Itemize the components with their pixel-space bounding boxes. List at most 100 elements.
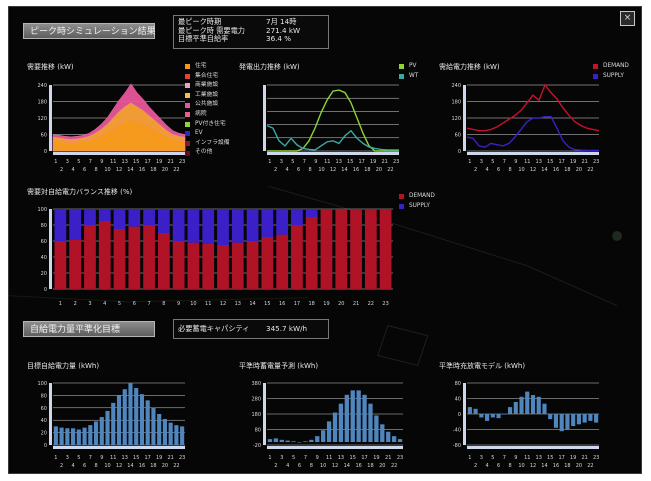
bar-supply — [54, 209, 67, 241]
x-tick-label: 9 — [316, 455, 319, 461]
y-tick-label: 40 — [41, 255, 47, 261]
peak-info-row: 最ピーク時 需要電力 271.4 kW — [178, 26, 324, 36]
y-tick-label: 0 — [458, 412, 461, 418]
bar-demand — [320, 209, 333, 289]
x-tick-label: 10 — [104, 167, 110, 173]
y-tick-label: 380 — [251, 381, 261, 387]
bar-demand — [379, 209, 392, 289]
y-tick-label: 0 — [458, 149, 461, 155]
x-tick-label: 8 — [508, 463, 511, 469]
target-chart-title: 目標自給電力量 (kWh) — [27, 362, 100, 370]
capacity-info-value: 345.7 kW/h — [266, 324, 308, 333]
bar-demand — [217, 245, 229, 289]
bar-demand — [54, 241, 67, 289]
bar — [291, 441, 296, 443]
legend-item: 工業施設 — [185, 91, 230, 101]
bar — [267, 439, 273, 443]
bar-demand — [231, 242, 244, 289]
bar — [485, 414, 490, 421]
bar — [321, 430, 326, 443]
bar-supply — [157, 209, 170, 233]
x-tick-label: 1 — [54, 159, 57, 165]
x-tick-label: 4 — [485, 167, 488, 173]
x-tick-label: 3 — [480, 159, 483, 165]
x-tick-label: 19 — [323, 301, 329, 307]
bar-supply — [231, 209, 244, 243]
x-tick-label: 21 — [581, 455, 587, 461]
x-tick-label: 16 — [355, 463, 361, 469]
x-tick-label: 9 — [100, 159, 103, 165]
x-tick-label: 8 — [508, 167, 511, 173]
simulation-window: ピーク時シミュレーション結果 最ピーク時期 7月 14時 最ピーク時 需要電力 27… — [8, 6, 642, 474]
x-tick-label: 6 — [133, 301, 136, 307]
bar-supply — [217, 209, 229, 245]
legend-item: インフラ設備 — [185, 139, 230, 149]
x-tick-label: 2 — [274, 167, 277, 173]
legend-label: SUPPLY — [603, 72, 624, 79]
close-button[interactable]: × — [620, 11, 635, 26]
x-tick-label: 20 — [162, 167, 168, 173]
peak-info-row: 目標平準自給率 36.4 % — [178, 35, 324, 44]
bar-supply — [246, 209, 259, 241]
y-tick-label: 180 — [251, 412, 261, 418]
bar — [588, 414, 593, 421]
discharge-chart-title: 平準時充放電モデル (kWh) — [439, 362, 526, 370]
x-tick-label: 1 — [268, 455, 271, 461]
bar — [76, 429, 81, 445]
x-tick-label: 11 — [110, 159, 116, 165]
x-tick-label: 2 — [274, 463, 277, 469]
bar-demand — [305, 217, 318, 289]
bar — [122, 389, 127, 445]
map-road-line — [9, 295, 309, 303]
x-tick-label: 19 — [370, 159, 376, 165]
peak-info-value: 36.4 % — [266, 34, 292, 44]
x-tick-label: 23 — [179, 455, 185, 461]
x-tick-label: 17 — [359, 159, 365, 165]
bar — [285, 440, 290, 443]
y-tick-label: 60 — [455, 133, 461, 139]
y-axis-bar — [49, 383, 52, 445]
x-tick-label: 2 — [60, 167, 63, 173]
x-tick-label: 8 — [308, 167, 311, 173]
bar — [332, 412, 338, 443]
bar — [553, 414, 559, 428]
x-tick-label: 15 — [350, 455, 356, 461]
bar — [525, 391, 530, 414]
x-tick-label: 6 — [497, 167, 500, 173]
x-tick-label: 15 — [133, 159, 139, 165]
x-axis-bar — [267, 152, 399, 155]
bar — [473, 408, 478, 414]
y-tick-label: 80 — [255, 428, 261, 434]
legend-label: 住宅 — [195, 63, 207, 69]
legend-item: SUPPLY — [399, 202, 435, 212]
x-tick-label: 1 — [59, 301, 62, 307]
bar — [386, 431, 391, 443]
x-tick-label: 16 — [139, 167, 145, 173]
bar-supply — [143, 209, 155, 225]
x-tick-label: 23 — [397, 455, 403, 461]
x-tick-label: 5 — [491, 455, 494, 461]
x-tick-label: 8 — [94, 167, 97, 173]
legend-swatch — [399, 194, 404, 200]
x-tick-label: 3 — [280, 455, 283, 461]
x-tick-label: 3 — [280, 159, 283, 165]
y-tick-label: 100 — [37, 381, 47, 387]
legend-item: SUPPLY — [593, 72, 629, 82]
generation-chart: 1 3 5 7 9 11 13 15 17 19 21 232 4 6 8 10 12 14 16 18 20 22 — [263, 84, 399, 173]
x-tick-label: 10 — [190, 301, 196, 307]
y-tick-label: 60 — [41, 133, 47, 139]
x-tick-label: 23 — [593, 455, 599, 461]
x-tick-label: 18 — [564, 463, 570, 469]
x-tick-label: 1 — [54, 455, 57, 461]
x-tick-label: 11 — [524, 159, 530, 165]
x-axis-bar — [267, 446, 403, 449]
x-tick-label: 6 — [83, 463, 86, 469]
bar — [380, 424, 385, 443]
x-tick-label: 2 — [60, 463, 63, 469]
bar — [490, 414, 495, 418]
bar — [548, 414, 553, 420]
y-tick-label: 20 — [41, 431, 47, 437]
x-tick-label: 3 — [88, 301, 91, 307]
